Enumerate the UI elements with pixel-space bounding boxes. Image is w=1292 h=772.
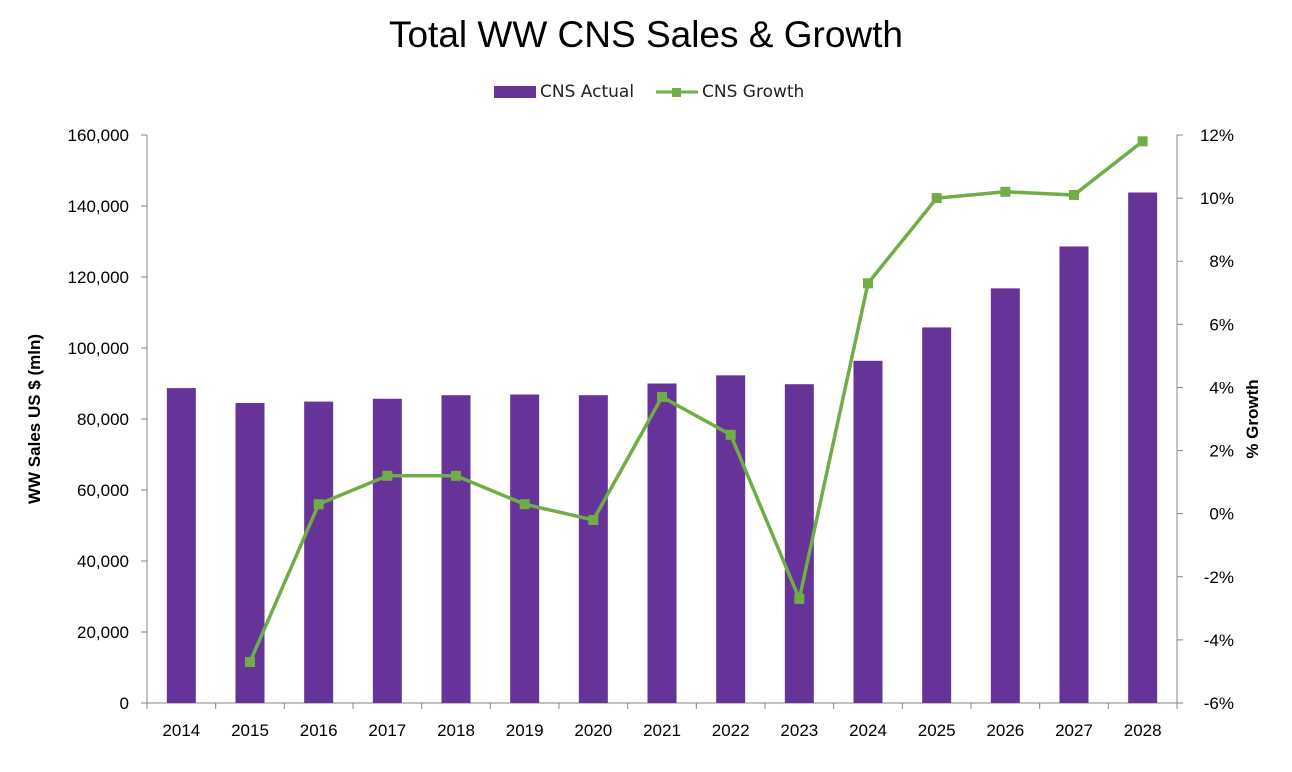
left-tick-label: 100,000 — [68, 339, 129, 358]
bar-cns-actual — [235, 403, 265, 703]
right-tick-label: 8% — [1209, 252, 1234, 271]
point-cns-growth — [794, 593, 805, 604]
legend: CNS Actual CNS Growth — [0, 80, 1292, 104]
bar-cns-actual — [990, 288, 1020, 703]
x-tick-label: 2026 — [986, 721, 1024, 740]
x-tick-label: 2024 — [849, 721, 887, 740]
bar-cns-actual — [1059, 246, 1089, 703]
x-tick-label: 2018 — [437, 721, 475, 740]
point-cns-growth — [245, 656, 255, 667]
bar-cns-actual — [784, 384, 814, 703]
point-cns-growth — [519, 499, 530, 510]
right-tick-label: -6% — [1204, 694, 1234, 713]
x-tick-label: 2025 — [918, 721, 956, 740]
legend-label-cns-growth: CNS Growth — [702, 82, 805, 102]
x-tick-label: 2016 — [300, 721, 338, 740]
x-tick-label: 2022 — [712, 721, 750, 740]
left-tick-label: 0 — [120, 694, 129, 713]
legend-line-swatch — [656, 88, 698, 97]
point-cns-growth — [1069, 189, 1079, 200]
x-tick-label: 2017 — [368, 721, 406, 740]
point-cns-growth — [1000, 186, 1011, 197]
bar-cns-actual — [441, 395, 471, 703]
right-tick-label: -2% — [1204, 568, 1234, 587]
x-tick-label: 2027 — [1055, 721, 1093, 740]
point-cns-growth — [588, 514, 599, 525]
point-cns-growth — [863, 278, 873, 289]
bar-cns-actual — [853, 360, 883, 703]
legend-item-cns-growth: CNS Growth — [656, 80, 804, 104]
right-tick-label: 4% — [1209, 378, 1234, 397]
left-tick-label: 80,000 — [77, 410, 129, 429]
x-tick-label: 2015 — [231, 721, 269, 740]
x-tick-label: 2020 — [574, 721, 612, 740]
left-tick-label: 160,000 — [68, 126, 129, 145]
chart-title: Total WW CNS Sales & Growth — [388, 14, 903, 55]
right-tick-label: 0% — [1209, 505, 1234, 524]
legend-label-cns-actual: CNS Actual — [540, 82, 635, 102]
line-cns-growth — [248, 139, 1144, 663]
x-tick-label: 2019 — [506, 721, 544, 740]
point-cns-growth — [657, 391, 667, 402]
bar-cns-actual — [716, 375, 746, 703]
bar-cns-actual — [372, 398, 402, 703]
right-tick-label: 12% — [1200, 126, 1234, 145]
point-cns-growth — [931, 193, 942, 204]
left-tick-label: 40,000 — [77, 552, 129, 571]
bar-cns-actual — [1128, 192, 1158, 703]
x-tick-label: 2014 — [162, 721, 200, 740]
x-tick-label: 2021 — [643, 721, 681, 740]
left-tick-label: 140,000 — [68, 197, 129, 216]
left-tick-label: 60,000 — [77, 481, 129, 500]
point-cns-growth — [382, 470, 393, 481]
y2-axis-title: % Growth — [1243, 379, 1262, 458]
legend-item-cns-actual: CNS Actual — [494, 80, 634, 104]
bar-cns-actual — [922, 327, 952, 703]
x-tick-label: 2023 — [780, 721, 818, 740]
bar-cns-actual — [304, 401, 334, 703]
point-cns-growth — [1137, 136, 1148, 147]
bar-cns-actual — [166, 388, 196, 703]
left-tick-label: 120,000 — [68, 268, 129, 287]
left-tick-label: 20,000 — [77, 623, 129, 642]
right-tick-label: -4% — [1204, 631, 1234, 650]
bar-cns-actual — [578, 395, 608, 703]
point-cns-growth — [451, 470, 461, 481]
right-tick-label: 10% — [1200, 189, 1234, 208]
y-axis-title: WW Sales US $ (mln) — [25, 334, 44, 504]
bar-cns-actual — [510, 394, 540, 703]
legend-bar-swatch — [494, 86, 536, 98]
right-tick-label: 2% — [1209, 442, 1234, 461]
point-cns-growth — [725, 429, 736, 440]
bar-cns-actual — [647, 383, 677, 703]
x-tick-label: 2028 — [1124, 721, 1162, 740]
point-cns-growth — [313, 499, 324, 510]
right-tick-label: 6% — [1209, 315, 1234, 334]
